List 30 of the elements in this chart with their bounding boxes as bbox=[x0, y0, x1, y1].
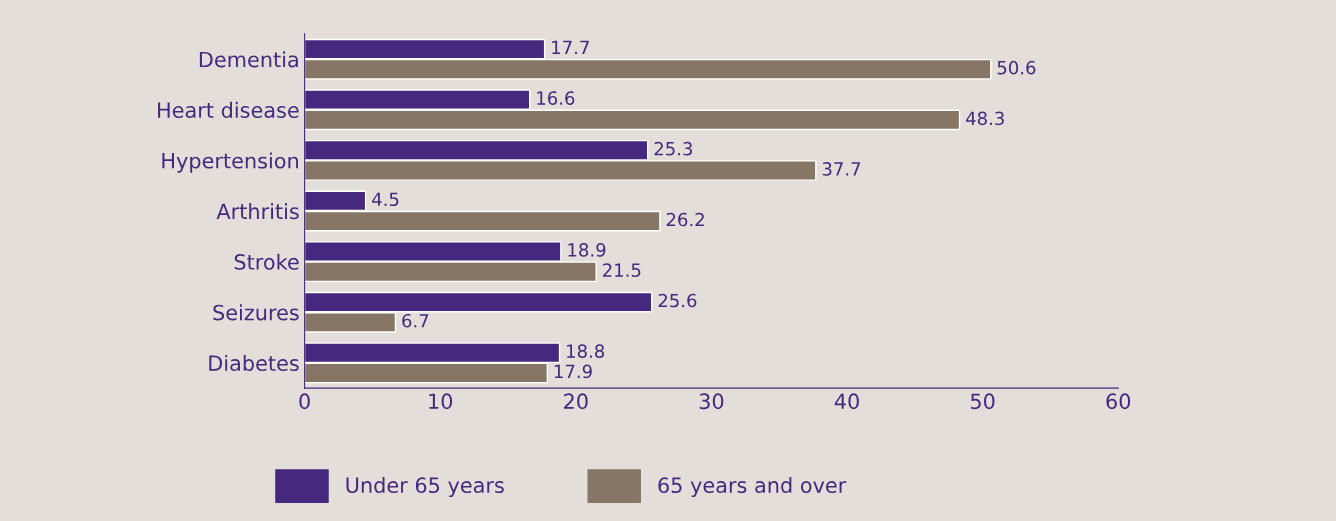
y-tick-label: Hypertension bbox=[162, 152, 298, 173]
data-label: 18.8 bbox=[567, 344, 605, 358]
data-label: 18.9 bbox=[568, 243, 606, 257]
data-label: 26.2 bbox=[666, 212, 704, 227]
x-tick-label: 60 bbox=[1106, 393, 1131, 410]
x-tick-label: 40 bbox=[834, 393, 859, 410]
legend-label: Under 65 years bbox=[346, 476, 504, 498]
data-label: 48.3 bbox=[966, 111, 1004, 126]
x-tick-label: 0 bbox=[299, 393, 310, 410]
data-label: 16.6 bbox=[537, 91, 575, 105]
x-tick-label: 50 bbox=[970, 393, 995, 410]
y-tick-label: Seizures bbox=[213, 304, 299, 321]
data-label: 21.5 bbox=[603, 263, 641, 277]
data-label: 25.6 bbox=[658, 293, 697, 308]
x-tick-label: 10 bbox=[429, 393, 453, 410]
data-label: 50.6 bbox=[997, 60, 1036, 75]
y-tick-label: Arthritis bbox=[216, 203, 299, 220]
y-tick-label: Diabetes bbox=[209, 354, 299, 372]
y-tick-label: Dementia bbox=[199, 51, 298, 68]
x-tick-label: 20 bbox=[564, 393, 588, 410]
data-label: 37.7 bbox=[822, 162, 861, 176]
data-label: 17.7 bbox=[552, 40, 589, 55]
data-label: 17.9 bbox=[554, 364, 592, 379]
data-label: 4.5 bbox=[372, 192, 399, 207]
data-label: 25.3 bbox=[654, 141, 692, 156]
legend-label: 65 years and over bbox=[658, 476, 847, 498]
y-tick-label: Heart disease bbox=[158, 101, 299, 118]
y-tick-label: Stroke bbox=[234, 253, 299, 270]
data-label: 6.7 bbox=[402, 313, 429, 328]
x-tick-label: 30 bbox=[699, 393, 724, 410]
